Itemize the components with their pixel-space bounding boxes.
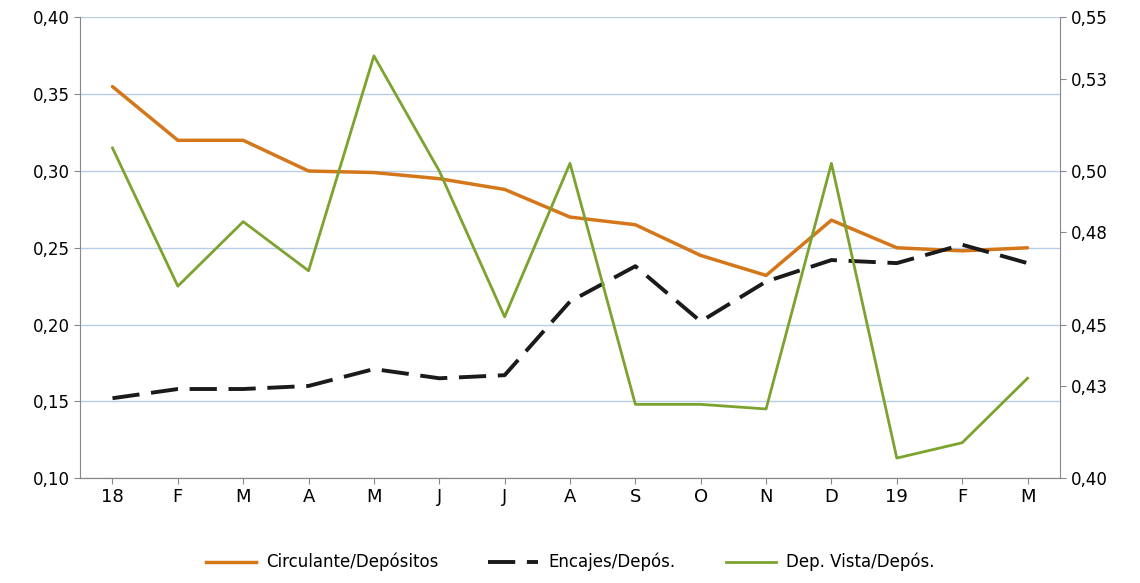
Legend: Circulante/Depósitos, Encajes/Depós., Dep. Vista/Depós.: Circulante/Depósitos, Encajes/Depós., De…: [200, 546, 940, 578]
